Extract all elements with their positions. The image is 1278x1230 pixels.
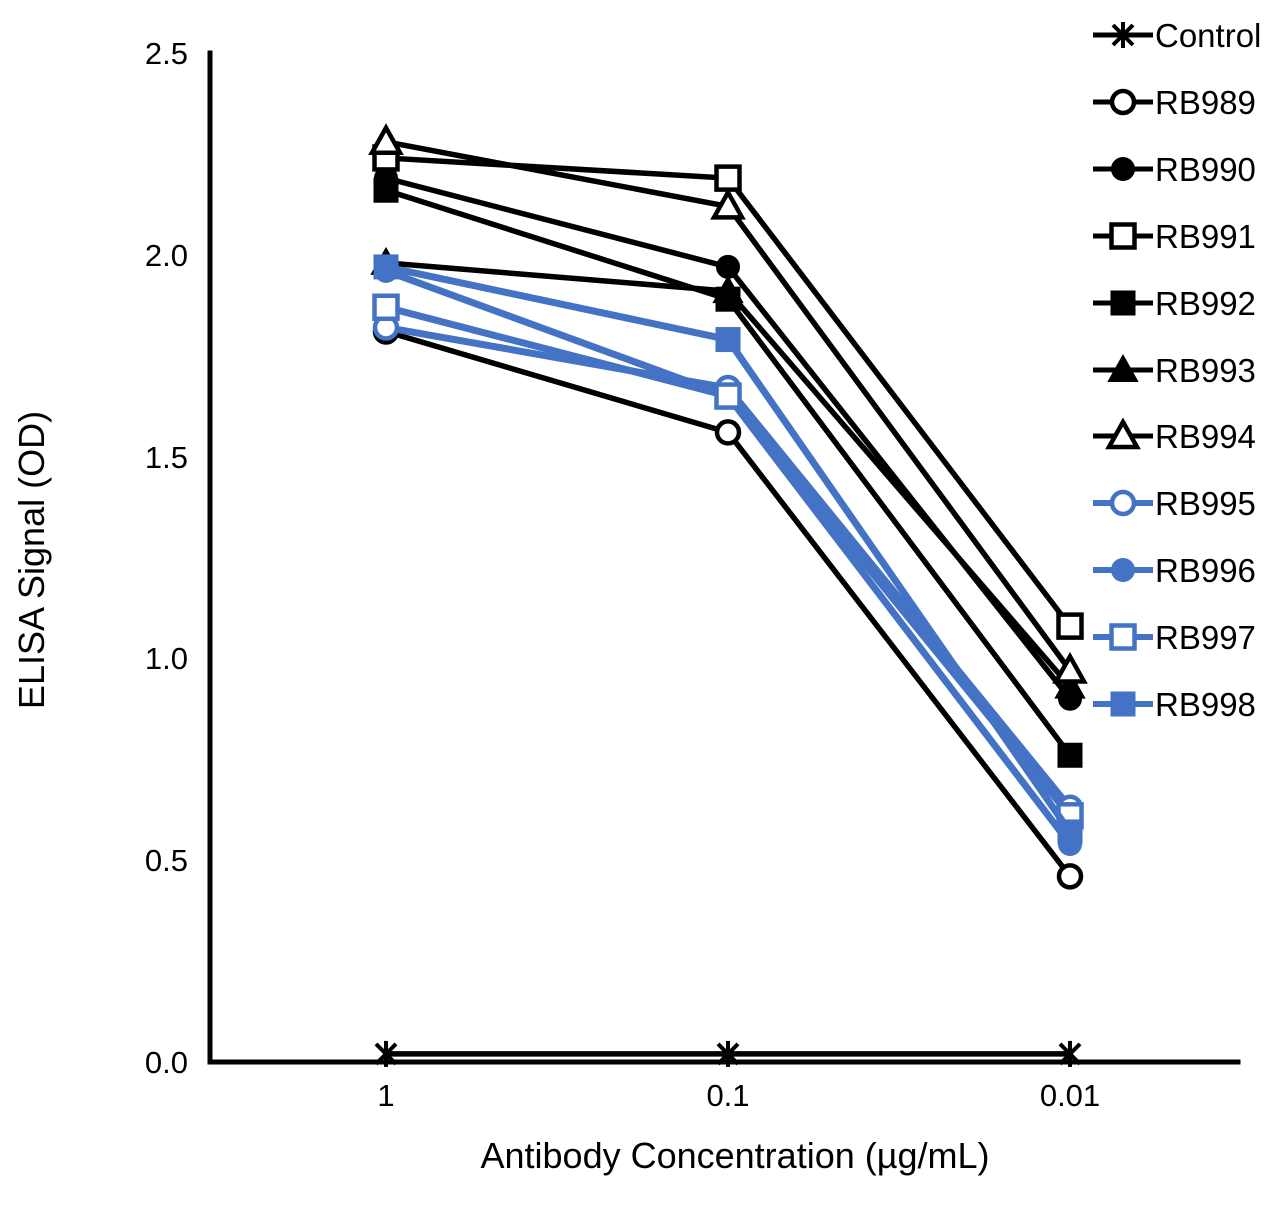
filled-square-marker-RB992-pt0 [373,177,399,203]
open-square-marker-RB991-pt2 [1056,612,1084,640]
series-RB989-line [385,328,1073,879]
series-layer [368,123,1088,1067]
filled-square-marker-RB998-pt1 [715,327,741,353]
filled-square-marker-RB992-pt2 [1057,742,1083,768]
y-tick-label: 0.0 [145,1045,188,1080]
x-tick-label: 1 [377,1078,394,1113]
open-triangle-marker-RB994-pt0 [368,123,404,156]
filled-square-marker-RB998-pt0 [373,254,399,280]
open-square-marker-RB997-pt0 [372,293,400,322]
axis-lines [207,50,1241,1065]
open-square-marker-RB991-pt1 [714,164,742,192]
asterisk-marker-Control-pt1 [716,1040,740,1067]
x-axis-tick-labels: 1 0.1 0.01 [377,1078,1100,1113]
y-axis-title: ELISA Signal (OD) [11,411,52,709]
asterisk-marker-Control-pt2 [1058,1040,1082,1067]
open-circle-marker-RB989-pt1 [714,419,742,446]
filled-triangle-marker-RB993-pt2 [1054,670,1086,699]
y-tick-label: 0.5 [145,843,188,878]
asterisk-stroke [716,1042,740,1066]
filled-circle-marker-RB990-pt1 [716,254,740,279]
y-tick-label: 2.0 [145,238,188,273]
x-axis-title: Antibody Concentration (µg/mL) [481,1135,990,1176]
open-triangle-marker-RB994-pt1 [710,187,746,220]
x-tick-label: 0.01 [1040,1078,1100,1113]
y-tick-label: 1.5 [145,440,188,475]
y-tick-label: 1.0 [145,641,188,676]
plot-axes [207,50,1241,1065]
asterisk-stroke [1058,1042,1082,1066]
y-tick-label: 2.5 [145,36,188,71]
series-RB994 [368,123,1088,684]
asterisk-marker-Control-pt0 [374,1040,398,1067]
series-RB996-line [384,267,1073,847]
series-RB993-line [385,260,1073,689]
series-Control [374,1040,1082,1067]
x-tick-label: 0.1 [706,1078,749,1113]
open-circle-marker-RB989-pt2 [1056,863,1084,890]
open-triangle-marker-RB994-pt2 [1052,651,1088,684]
filled-triangle-marker-RB993-pt1 [712,275,744,304]
open-square-marker-RB997-pt1 [714,382,742,410]
series-RB998 [373,254,1083,845]
asterisk-stroke [374,1042,398,1066]
filled-square-marker-RB998-pt2 [1057,819,1083,845]
y-axis-tick-labels: 0.0 0.5 1.0 1.5 2.0 2.5 [145,36,188,1080]
